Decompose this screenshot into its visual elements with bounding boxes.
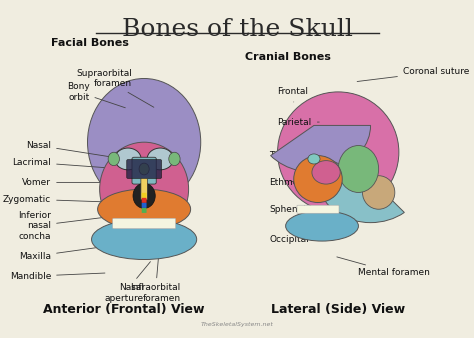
Ellipse shape — [108, 152, 119, 166]
Ellipse shape — [98, 189, 191, 230]
Text: Nasal
aperture: Nasal aperture — [105, 262, 150, 303]
Text: Nasal: Nasal — [26, 141, 121, 159]
Text: Ethmoid: Ethmoid — [270, 178, 307, 187]
Ellipse shape — [278, 92, 399, 213]
FancyBboxPatch shape — [142, 208, 146, 213]
Text: Zygomatic: Zygomatic — [3, 195, 121, 204]
FancyBboxPatch shape — [127, 160, 162, 178]
Text: Occipital: Occipital — [270, 227, 311, 244]
Ellipse shape — [133, 183, 155, 209]
Text: Lateral (Side) View: Lateral (Side) View — [271, 304, 405, 316]
Text: Cranial Bones: Cranial Bones — [245, 52, 331, 62]
Text: Mandible: Mandible — [10, 272, 105, 281]
Text: Coronal suture: Coronal suture — [357, 67, 469, 81]
Ellipse shape — [312, 161, 340, 184]
Ellipse shape — [169, 152, 180, 166]
Text: Temporal: Temporal — [270, 151, 311, 160]
Text: Bony
orbit: Bony orbit — [67, 82, 125, 108]
Text: Frontal: Frontal — [278, 88, 309, 102]
FancyBboxPatch shape — [142, 193, 146, 198]
Ellipse shape — [147, 148, 173, 170]
Text: Anterior (Frontal) View: Anterior (Frontal) View — [43, 304, 205, 316]
Text: Lacrimal: Lacrimal — [12, 158, 121, 169]
FancyBboxPatch shape — [142, 203, 146, 208]
Text: Vomer: Vomer — [22, 178, 133, 187]
Text: Parietal: Parietal — [278, 118, 319, 126]
Text: Sphenoid: Sphenoid — [270, 202, 318, 214]
Ellipse shape — [100, 142, 189, 236]
Ellipse shape — [308, 154, 320, 164]
Ellipse shape — [363, 176, 395, 209]
Wedge shape — [318, 157, 404, 223]
Ellipse shape — [88, 78, 201, 206]
FancyBboxPatch shape — [113, 218, 176, 229]
Ellipse shape — [338, 146, 379, 192]
Ellipse shape — [139, 163, 149, 175]
Wedge shape — [271, 125, 371, 172]
Ellipse shape — [91, 219, 197, 260]
Text: Infraorbital
foramen: Infraorbital foramen — [130, 239, 181, 303]
FancyBboxPatch shape — [297, 205, 339, 213]
Text: Maxilla: Maxilla — [19, 246, 105, 261]
Text: Bones of the Skull: Bones of the Skull — [122, 18, 353, 41]
FancyBboxPatch shape — [142, 198, 146, 203]
Text: Inferior
nasal
concha: Inferior nasal concha — [18, 211, 113, 241]
Text: Supraorbital
foramen: Supraorbital foramen — [76, 69, 154, 107]
FancyBboxPatch shape — [132, 157, 156, 184]
FancyBboxPatch shape — [141, 178, 147, 200]
Text: TheSkeletalSystem.net: TheSkeletalSystem.net — [201, 321, 273, 327]
Text: Facial Bones: Facial Bones — [51, 38, 129, 48]
Text: Mental foramen: Mental foramen — [337, 257, 430, 277]
Ellipse shape — [294, 155, 342, 202]
Ellipse shape — [115, 148, 141, 170]
Ellipse shape — [286, 211, 358, 241]
